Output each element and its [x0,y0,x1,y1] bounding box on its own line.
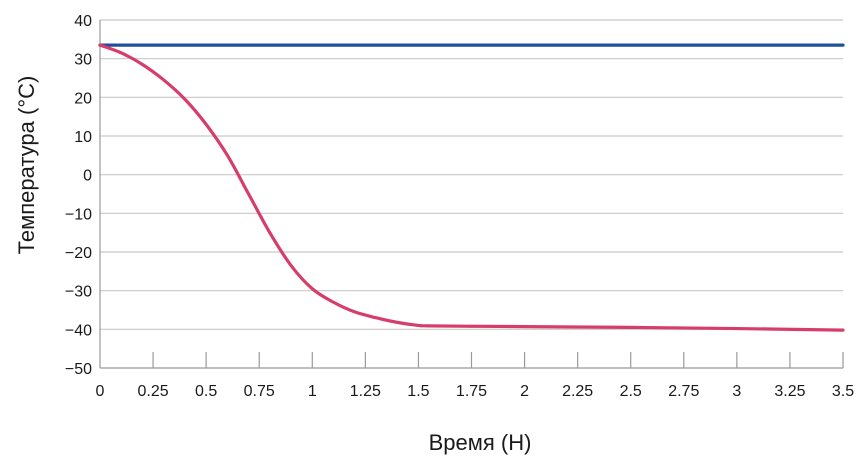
x-tick-label: 1 [308,383,317,400]
x-tick-labels: 0 0.25 0.5 0.75 1 1.25 1.5 1.75 2 2.25 2.5 2.75 3 3.2… [96,383,855,400]
y-tick-label: 10 [74,129,92,146]
x-tick-marks [152,352,844,368]
y-axis-label: Температура (°C) [14,76,39,255]
x-tick-label: 1.75 [456,383,487,400]
x-tick-label: 3.25 [774,383,805,400]
x-tick-label: 0 [96,383,105,400]
y-tick-label: −10 [65,206,92,223]
y-tick-label: 20 [74,90,92,107]
y-tick-labels: 40 30 20 10 0 −10 −20 −30 −40 −50 [65,13,92,378]
x-tick-label: 2.25 [562,383,593,400]
x-tick-label: 3 [732,383,741,400]
y-tick-label: −50 [65,361,92,378]
y-tick-label: 30 [74,52,92,69]
axes [99,20,843,369]
y-tick-label: 40 [74,13,92,30]
y-tick-label: −20 [65,245,92,262]
x-tick-label: 2 [520,383,529,400]
x-axis-label: Время (Н) [429,430,532,455]
x-tick-label: 1.25 [350,383,381,400]
x-tick-label: 0.75 [244,383,275,400]
y-tick-label: −40 [65,322,92,339]
x-tick-label: 3.5 [832,383,854,400]
grid-lines [100,19,843,330]
x-tick-label: 0.5 [195,383,217,400]
y-tick-label: −30 [65,284,92,301]
x-tick-label: 1.5 [407,383,429,400]
series-line-2 [98,43,845,332]
y-tick-label: 0 [83,168,92,185]
x-tick-label: 2.5 [620,383,642,400]
x-tick-label: 0.25 [138,383,169,400]
x-tick-label: 2.75 [668,383,699,400]
series-lines [98,43,845,332]
